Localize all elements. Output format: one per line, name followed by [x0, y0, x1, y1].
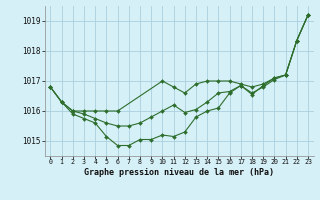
X-axis label: Graphe pression niveau de la mer (hPa): Graphe pression niveau de la mer (hPa) — [84, 168, 274, 177]
